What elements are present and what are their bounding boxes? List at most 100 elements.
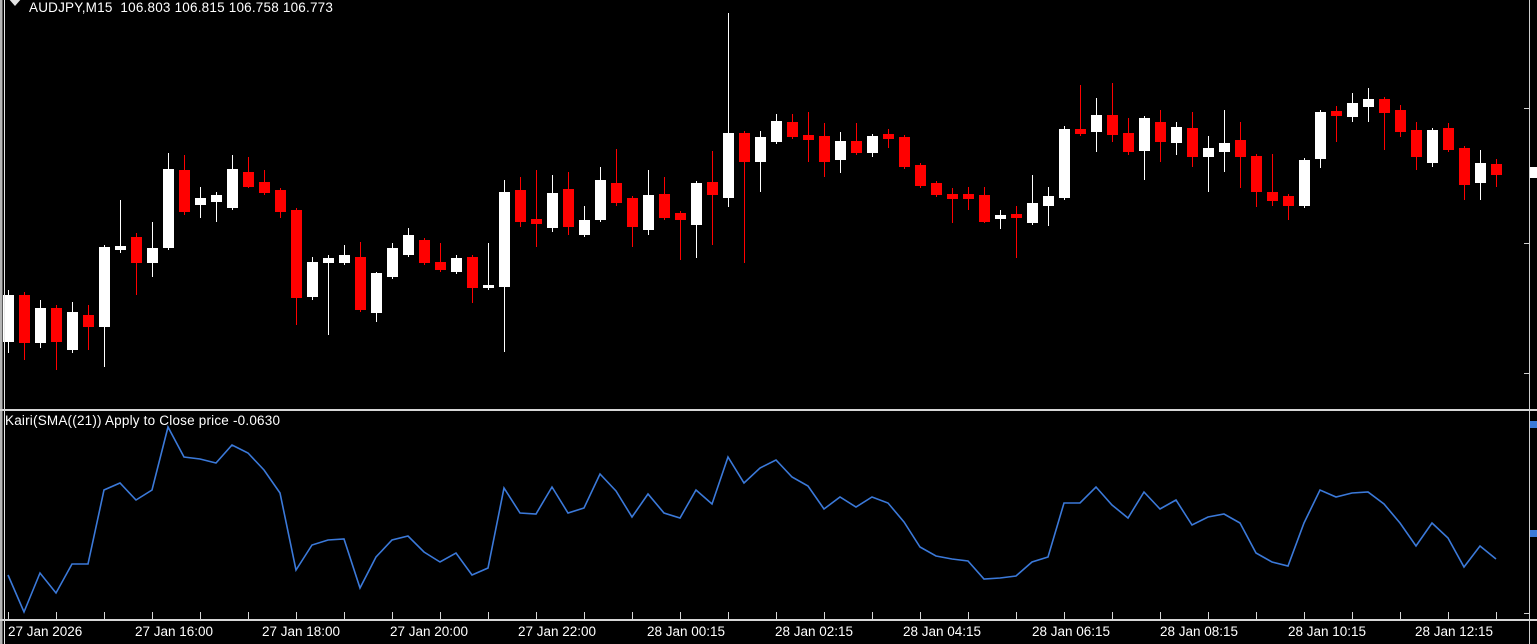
candle bbox=[355, 242, 366, 312]
candle bbox=[563, 172, 574, 235]
candle bbox=[195, 187, 206, 218]
candle bbox=[1251, 154, 1262, 207]
candle bbox=[19, 292, 30, 360]
candle bbox=[35, 300, 46, 348]
candle bbox=[883, 129, 894, 148]
candle bbox=[1363, 88, 1374, 122]
candle bbox=[1059, 126, 1070, 200]
kairi-polyline bbox=[7, 424, 1497, 615]
candle bbox=[67, 302, 78, 353]
window-left-border bbox=[0, 0, 6, 644]
time-axis-label: 28 Jan 12:15 bbox=[1415, 624, 1494, 639]
candle bbox=[627, 196, 638, 247]
time-axis-label: 27 Jan 2026 bbox=[8, 624, 83, 639]
candle bbox=[1299, 158, 1310, 208]
candle bbox=[675, 211, 686, 260]
candle bbox=[1347, 93, 1358, 122]
candle bbox=[243, 157, 254, 188]
candle bbox=[1235, 122, 1246, 188]
candle bbox=[371, 272, 382, 322]
candle bbox=[1107, 83, 1118, 142]
candle bbox=[1187, 112, 1198, 167]
time-axis-label: 27 Jan 18:00 bbox=[262, 624, 341, 639]
candle bbox=[755, 131, 766, 192]
candle bbox=[1219, 110, 1230, 172]
candle bbox=[1267, 154, 1278, 206]
candle bbox=[659, 177, 670, 220]
candle bbox=[723, 13, 734, 207]
candle bbox=[707, 151, 718, 245]
candle bbox=[1171, 122, 1182, 155]
candlestick-series bbox=[3, 13, 1502, 370]
candle bbox=[3, 290, 14, 353]
candle bbox=[1075, 85, 1086, 136]
candle bbox=[51, 305, 62, 370]
candle bbox=[1475, 150, 1486, 200]
candle bbox=[1155, 110, 1166, 162]
time-axis-label: 28 Jan 06:15 bbox=[1032, 624, 1111, 639]
candle bbox=[979, 187, 990, 223]
time-axis-label: 28 Jan 02:15 bbox=[775, 624, 854, 639]
candle bbox=[995, 210, 1006, 229]
candle bbox=[211, 192, 222, 222]
candle bbox=[179, 155, 190, 215]
time-axis-separator bbox=[0, 619, 1537, 621]
candle bbox=[1491, 159, 1502, 187]
time-axis-label: 27 Jan 22:00 bbox=[518, 624, 597, 639]
candle bbox=[419, 238, 430, 265]
candle bbox=[339, 245, 350, 265]
candle bbox=[403, 228, 414, 257]
candle bbox=[739, 131, 750, 263]
time-axis-label: 27 Jan 16:00 bbox=[135, 624, 214, 639]
candle bbox=[1331, 106, 1342, 142]
candle bbox=[147, 222, 158, 277]
indicator-value-marker bbox=[1530, 530, 1537, 537]
candle bbox=[1011, 206, 1022, 258]
candle bbox=[963, 187, 974, 210]
candle bbox=[1315, 110, 1326, 168]
indicator-value-marker bbox=[1530, 421, 1537, 428]
indicator-label: Kairi(SMA((21)) Apply to Close price -0.… bbox=[5, 413, 281, 428]
time-axis-label: 28 Jan 00:15 bbox=[647, 624, 726, 639]
candle bbox=[691, 181, 702, 258]
candle bbox=[1203, 136, 1214, 192]
candle bbox=[483, 243, 494, 290]
candle bbox=[771, 114, 782, 144]
candle bbox=[611, 149, 622, 206]
candle bbox=[227, 155, 238, 210]
candle bbox=[1283, 194, 1294, 220]
candle bbox=[323, 255, 334, 335]
kairi-indicator-line bbox=[7, 424, 1497, 615]
candle bbox=[1027, 175, 1038, 225]
candle bbox=[163, 153, 174, 250]
time-axis[interactable]: 27 Jan 2026 27 Jan 16:00 27 Jan 18:00 27 Ja… bbox=[0, 621, 1537, 644]
candle bbox=[115, 200, 126, 253]
time-axis-label: 28 Jan 04:15 bbox=[903, 624, 982, 639]
candle bbox=[275, 188, 286, 218]
candle bbox=[1459, 146, 1470, 200]
time-axis-label: 28 Jan 08:15 bbox=[1160, 624, 1239, 639]
title-text: AUDJPY,M15 106.803 106.815 106.758 106.7… bbox=[29, 0, 334, 15]
time-axis-label: 27 Jan 20:00 bbox=[390, 624, 469, 639]
candle bbox=[1139, 116, 1150, 180]
candle bbox=[387, 243, 398, 279]
candle bbox=[595, 167, 606, 222]
candle bbox=[435, 243, 446, 272]
candle bbox=[291, 208, 302, 325]
candle bbox=[259, 170, 270, 195]
candle bbox=[1411, 122, 1422, 170]
price-axis[interactable] bbox=[1524, 0, 1537, 644]
candle bbox=[499, 180, 510, 352]
candle bbox=[99, 245, 110, 367]
symbol-marker-icon bbox=[8, 0, 22, 6]
candle bbox=[531, 170, 542, 247]
time-axis-label: 28 Jan 10:15 bbox=[1288, 624, 1367, 639]
time-axis-ticks bbox=[8, 612, 1497, 619]
pane-separator[interactable] bbox=[0, 409, 1537, 411]
chart-symbol-ohlc-label: AUDJPY,M15 106.803 106.815 106.758 106.7… bbox=[8, 0, 333, 16]
candle bbox=[787, 114, 798, 139]
candle bbox=[467, 255, 478, 303]
candle bbox=[899, 135, 910, 169]
